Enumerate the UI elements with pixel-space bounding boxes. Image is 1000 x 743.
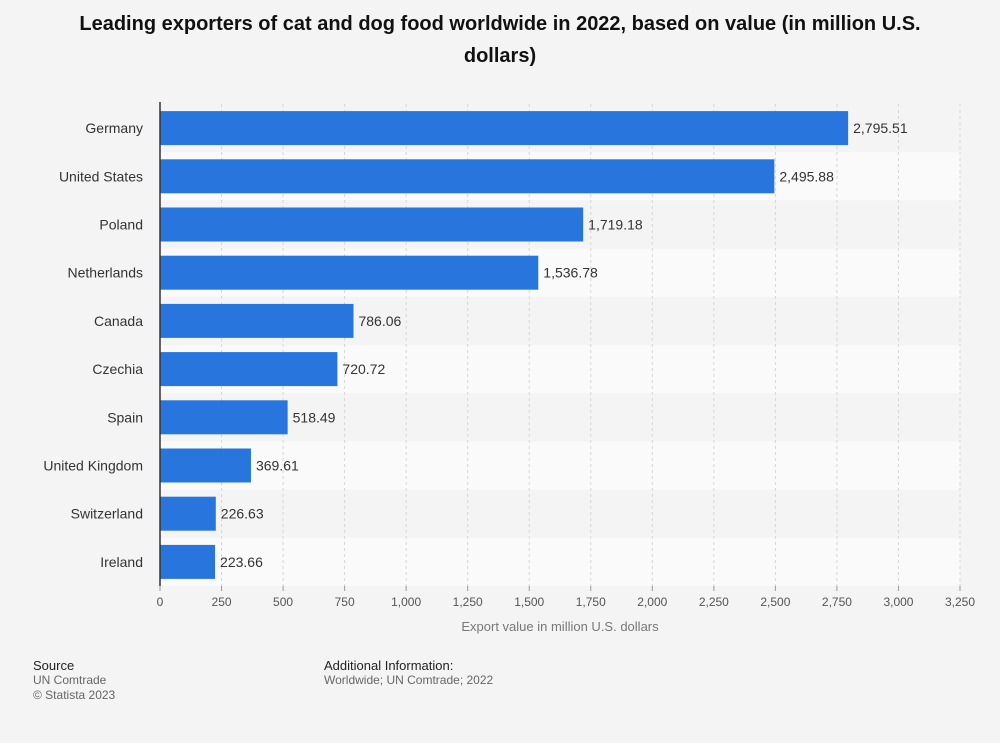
value-label: 369.61 [256,458,299,474]
category-label: Canada [94,313,143,329]
category-label: United States [59,168,143,184]
category-label: Czechia [92,361,143,377]
bar-czechia [160,352,338,387]
value-label: 2,495.88 [779,168,834,184]
category-label: Germany [85,120,143,136]
x-tick-label: 750 [335,595,355,609]
x-tick-label: 3,000 [883,595,913,609]
bar-canada [160,303,354,338]
value-label: 226.63 [221,506,264,522]
value-label: 720.72 [342,361,385,377]
row-band [160,537,960,586]
bar-germany [160,111,849,146]
value-label: 1,719.18 [588,217,643,233]
x-tick-label: 1,750 [576,595,606,609]
bar-chart: Germany 2,795.51 United States 2,495.88 Pola… [43,102,975,634]
value-label: 518.49 [293,409,336,425]
bar-ireland [160,544,216,579]
additional-info-heading: Additional Information: [324,658,454,673]
bar-netherlands [160,255,539,290]
source-block: Source UN Comtrade © Statista 2023 [33,658,115,703]
bar-poland [160,207,584,242]
x-tick-label: 0 [157,595,164,609]
additional-info-block: Additional Information: Worldwide; UN Co… [324,658,493,688]
chart-title: Leading exporters of cat and dog food wo… [79,13,921,67]
category-label: Netherlands [68,265,144,281]
category-label: United Kingdom [43,458,143,474]
x-tick-label: 250 [212,595,232,609]
category-label: Poland [99,217,143,233]
x-tick-label: 2,750 [822,595,852,609]
x-tick-label: 1,500 [514,595,544,609]
source-name[interactable]: UN Comtrade [33,673,107,687]
x-axis-label: Export value in million U.S. dollars [461,619,659,634]
category-label: Spain [107,409,143,425]
x-tick-label: 500 [273,595,293,609]
value-label: 1,536.78 [543,265,598,281]
bar-united-kingdom [160,448,251,483]
value-label: 786.06 [358,313,401,329]
x-tick-label: 2,500 [760,595,790,609]
bar-spain [160,400,288,435]
x-tick-label: 3,250 [945,595,975,609]
bar-united-states [160,159,775,194]
bar-switzerland [160,496,216,531]
copyright: © Statista 2023 [33,688,116,702]
x-tick-label: 2,250 [699,595,729,609]
x-tick-label: 1,000 [391,595,421,609]
category-label: Switzerland [71,506,143,522]
value-label: 223.66 [220,554,263,570]
category-label: Ireland [100,554,143,570]
row-band [160,441,960,490]
x-tick-label: 2,000 [637,595,667,609]
additional-info-text: Worldwide; UN Comtrade; 2022 [324,673,494,687]
source-heading: Source [33,658,75,673]
value-label: 2,795.51 [853,120,908,136]
x-tick-label: 1,250 [453,595,483,609]
